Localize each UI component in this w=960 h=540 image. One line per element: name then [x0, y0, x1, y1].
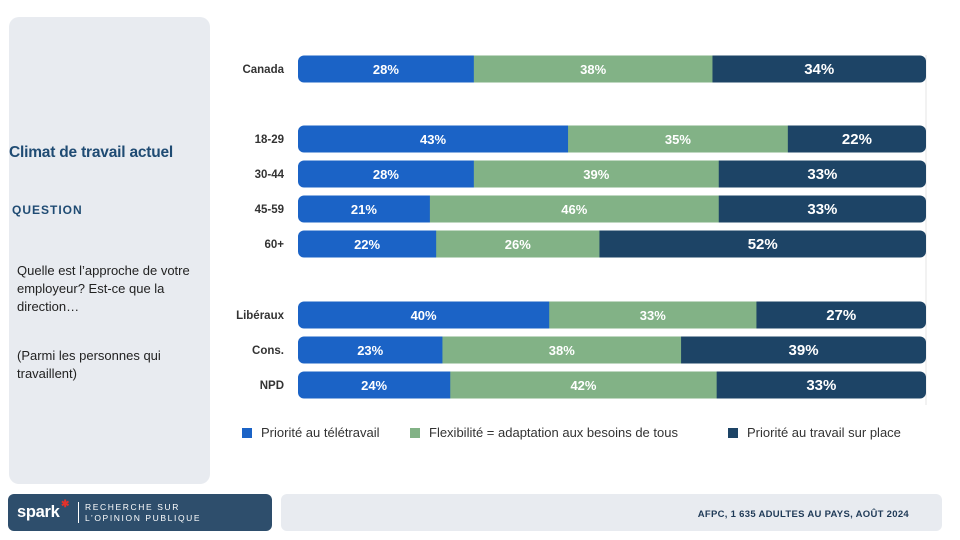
- category-label-liberaux: Libéraux: [236, 310, 285, 322]
- logo-wordmark: spark: [17, 503, 60, 521]
- bar-row-45-59: [298, 195, 926, 223]
- category-label-45-59: 45-59: [255, 204, 284, 216]
- bar-liberaux-s3: [756, 301, 926, 329]
- logo-tagline-2: L’OPINION PUBLIQUE: [85, 513, 202, 523]
- bar-cons-s1: [298, 336, 444, 364]
- logo-tagline-1: RECHERCHE SUR: [85, 502, 180, 512]
- data-label-liberaux-s3: 27%: [826, 307, 856, 324]
- data-label-liberaux-s2: 33%: [640, 308, 666, 323]
- data-label-30-44-s3: 33%: [807, 166, 837, 183]
- data-label-canada-s2: 38%: [580, 62, 606, 77]
- bar-30-44-s1: [298, 160, 475, 188]
- legend-swatch-sur-place: [728, 427, 738, 438]
- legend-item-sur-place: Priorité au travail sur place: [728, 425, 901, 440]
- legend-label-flexibilite: Flexibilité = adaptation aux besoins de …: [429, 425, 678, 440]
- legend-label-sur-place: Priorité au travail sur place: [747, 425, 901, 440]
- data-label-60-s1: 22%: [354, 237, 380, 252]
- bar-cons-s2: [442, 336, 682, 364]
- category-label-npd: NPD: [260, 380, 284, 392]
- bar-row-60: [298, 230, 926, 258]
- stacked-bar-chart: 28% 38% 34% Canada 43% 35% 22% 18-29 28% 39% 33% 30…: [236, 55, 927, 405]
- data-label-60-s2: 26%: [505, 237, 531, 252]
- data-label-npd-s1: 24%: [361, 378, 387, 393]
- logo-divider: [78, 502, 79, 523]
- bar-liberaux-s2: [549, 301, 758, 329]
- data-label-npd-s2: 42%: [570, 378, 596, 393]
- bar-row-liberaux: [298, 301, 926, 329]
- data-label-canada-s1: 28%: [373, 62, 399, 77]
- data-label-18-29-s2: 35%: [665, 132, 691, 147]
- bar-row-30-44: [298, 160, 926, 188]
- bar-60-s1: [298, 230, 437, 258]
- bar-canada-s1: [298, 55, 475, 83]
- bar-18-29-s2: [568, 125, 789, 153]
- bar-npd-s1: [298, 371, 451, 399]
- data-label-cons-s2: 38%: [549, 343, 575, 358]
- data-label-cons-s3: 39%: [789, 342, 819, 359]
- bar-canada-s3: [712, 55, 926, 83]
- bar-45-59-s1: [298, 195, 431, 223]
- bar-row-npd: [298, 371, 926, 399]
- data-label-45-59-s3: 33%: [807, 201, 837, 218]
- bar-liberaux-s1: [298, 301, 550, 329]
- sidebar-panel: [9, 17, 210, 484]
- bar-45-59-s2: [429, 195, 720, 223]
- spark-logo: spark ✱ RECHERCHE SUR L’OPINION PUBLIQUE: [8, 494, 272, 531]
- bar-30-44-s2: [473, 160, 720, 188]
- data-label-45-59-s2: 46%: [561, 202, 587, 217]
- bar-npd-s2: [450, 371, 718, 399]
- bar-canada-s2: [473, 55, 714, 83]
- logo-star-icon: ✱: [61, 499, 70, 510]
- data-label-canada-s3: 34%: [804, 61, 834, 78]
- legend-item-flexibilite: Flexibilité = adaptation aux besoins de …: [410, 425, 678, 440]
- bar-18-29-s1: [298, 125, 569, 153]
- bar-30-44-s3: [718, 160, 926, 188]
- bar-45-59-s3: [718, 195, 926, 223]
- data-label-45-59-s1: 21%: [351, 202, 377, 217]
- legend-label-teletravail: Priorité au télétravail: [261, 425, 380, 440]
- data-label-18-29-s3: 22%: [842, 131, 872, 148]
- bar-row-cons: [298, 336, 926, 364]
- data-label-npd-s3: 33%: [806, 377, 836, 394]
- data-label-30-44-s1: 28%: [373, 167, 399, 182]
- bar-npd-s3: [716, 371, 926, 399]
- slide-title: Climat de travail actuel: [9, 144, 174, 161]
- category-label-canada: Canada: [242, 64, 284, 76]
- bar-row-canada: [298, 55, 926, 83]
- category-label-18-29: 18-29: [255, 134, 284, 146]
- data-label-cons-s1: 23%: [357, 343, 383, 358]
- bar-60-s3: [599, 230, 926, 258]
- legend-item-teletravail: Priorité au télétravail: [242, 425, 380, 440]
- source-note: AFPC, 1 635 ADULTES AU PAYS, AOÛT 2024: [697, 509, 909, 520]
- data-label-30-44-s2: 39%: [583, 167, 609, 182]
- data-label-18-29-s1: 43%: [420, 132, 446, 147]
- bar-row-18-29: [298, 125, 926, 153]
- question-note: (Parmi les personnes qui travaillent): [17, 348, 161, 381]
- bar-18-29-s3: [787, 125, 926, 153]
- bar-cons-s3: [681, 336, 926, 364]
- category-label-60: 60+: [264, 239, 284, 251]
- legend-swatch-flexibilite: [410, 427, 420, 438]
- data-label-liberaux-s1: 40%: [411, 308, 437, 323]
- footer-bar: AFPC, 1 635 ADULTES AU PAYS, AOÛT 2024: [281, 494, 942, 531]
- bar-60-s2: [436, 230, 601, 258]
- category-label-cons: Cons.: [252, 345, 284, 357]
- question-text: Quelle est l’approche de votre employeur…: [17, 263, 190, 314]
- category-label-30-44: 30-44: [255, 169, 285, 181]
- question-heading: QUESTION: [12, 203, 83, 217]
- data-label-60-s3: 52%: [748, 236, 778, 253]
- legend-swatch-teletravail: [242, 427, 252, 438]
